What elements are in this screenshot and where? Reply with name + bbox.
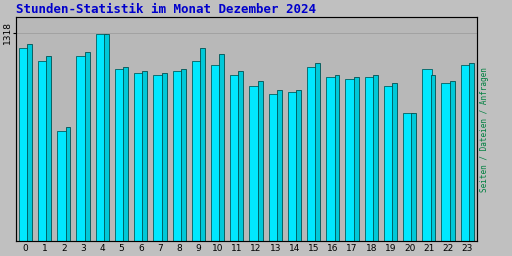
Bar: [134, 73, 144, 241]
Bar: [365, 77, 375, 241]
Bar: [115, 69, 125, 241]
Bar: [230, 75, 240, 241]
Bar: [142, 71, 147, 241]
Bar: [431, 75, 436, 241]
Bar: [85, 52, 90, 241]
Bar: [219, 54, 224, 241]
Bar: [173, 71, 183, 241]
Bar: [123, 67, 128, 241]
Bar: [269, 94, 279, 241]
Bar: [277, 90, 282, 241]
Bar: [354, 77, 358, 241]
Bar: [346, 79, 355, 241]
Bar: [441, 83, 452, 241]
Bar: [384, 86, 394, 241]
Bar: [392, 83, 397, 241]
Bar: [461, 65, 471, 241]
Bar: [162, 73, 166, 241]
Bar: [104, 34, 109, 241]
Bar: [450, 81, 455, 241]
Bar: [403, 113, 413, 241]
Bar: [211, 65, 221, 241]
Bar: [96, 34, 106, 241]
Y-axis label: Seiten / Dateien / Anfragen: Seiten / Dateien / Anfragen: [480, 67, 489, 192]
Bar: [296, 90, 301, 241]
Bar: [191, 61, 202, 241]
Bar: [315, 63, 320, 241]
Bar: [326, 77, 336, 241]
Bar: [411, 113, 416, 241]
Bar: [258, 81, 263, 241]
Bar: [38, 61, 48, 241]
Bar: [66, 127, 71, 241]
Bar: [19, 48, 29, 241]
Bar: [27, 44, 32, 241]
Bar: [153, 75, 163, 241]
Bar: [334, 75, 339, 241]
Bar: [288, 92, 298, 241]
Bar: [469, 63, 474, 241]
Bar: [307, 67, 317, 241]
Bar: [200, 48, 205, 241]
Text: Stunden-Statistik im Monat Dezember 2024: Stunden-Statistik im Monat Dezember 2024: [16, 3, 316, 16]
Bar: [239, 71, 243, 241]
Bar: [249, 86, 260, 241]
Bar: [76, 56, 87, 241]
Bar: [181, 69, 186, 241]
Bar: [57, 131, 68, 241]
Bar: [422, 69, 432, 241]
Bar: [373, 75, 378, 241]
Bar: [47, 56, 51, 241]
